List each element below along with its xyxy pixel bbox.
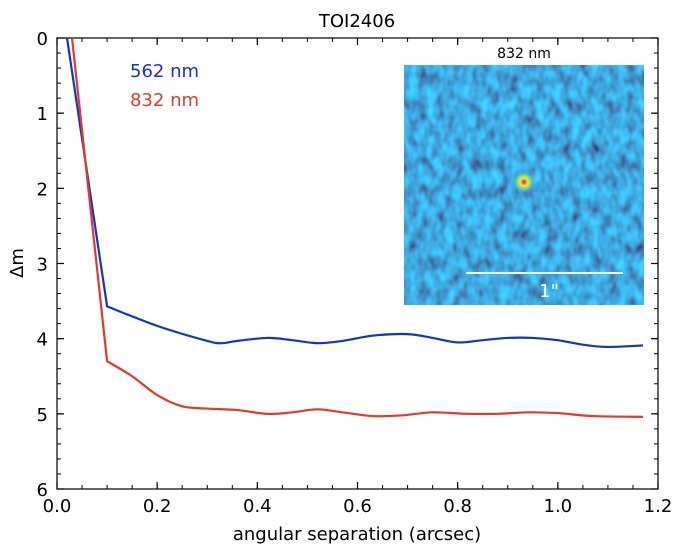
tick-labels: 0.0 0.2 0.4 0.6 0.8 1.0 1.2 0 1 2 3 4 5 6 bbox=[37, 29, 673, 517]
y-axis-label: Δm bbox=[7, 248, 28, 278]
y-tick-label: 4 bbox=[37, 330, 48, 351]
x-tick-label: 0.4 bbox=[243, 496, 272, 517]
x-tick-label: 1.0 bbox=[544, 496, 573, 517]
x-tick-label: 0.2 bbox=[143, 496, 172, 517]
x-tick-label: 0.6 bbox=[343, 496, 372, 517]
legend-entry-832nm: 832 nm bbox=[130, 90, 199, 111]
x-axis-label: angular separation (arcsec) bbox=[233, 524, 481, 544]
y-tick-label: 2 bbox=[37, 179, 48, 200]
legend-entry-562nm: 562 nm bbox=[130, 61, 199, 82]
series-line-562nm bbox=[65, 38, 644, 349]
y-tick-label: 0 bbox=[37, 29, 48, 50]
y-tick-label: 3 bbox=[37, 255, 48, 276]
series-line-832nm bbox=[70, 38, 643, 418]
axis-ticks bbox=[56, 37, 659, 490]
y-tick-label: 5 bbox=[37, 405, 48, 426]
inset-speckle-image: 832 nm 1" bbox=[404, 46, 644, 305]
y-tick-label: 6 bbox=[37, 480, 48, 501]
inset-title: 832 nm bbox=[497, 46, 551, 62]
x-tick-label: 1.2 bbox=[644, 496, 673, 517]
x-tick-label: 0.0 bbox=[43, 496, 72, 517]
y-tick-label: 1 bbox=[37, 104, 48, 125]
inset-star bbox=[513, 171, 535, 193]
inset-scale-label: 1" bbox=[539, 281, 559, 302]
chart-title: TOI2406 bbox=[318, 11, 395, 32]
x-tick-label: 0.8 bbox=[443, 496, 472, 517]
legend: 562 nm 832 nm bbox=[130, 61, 199, 111]
